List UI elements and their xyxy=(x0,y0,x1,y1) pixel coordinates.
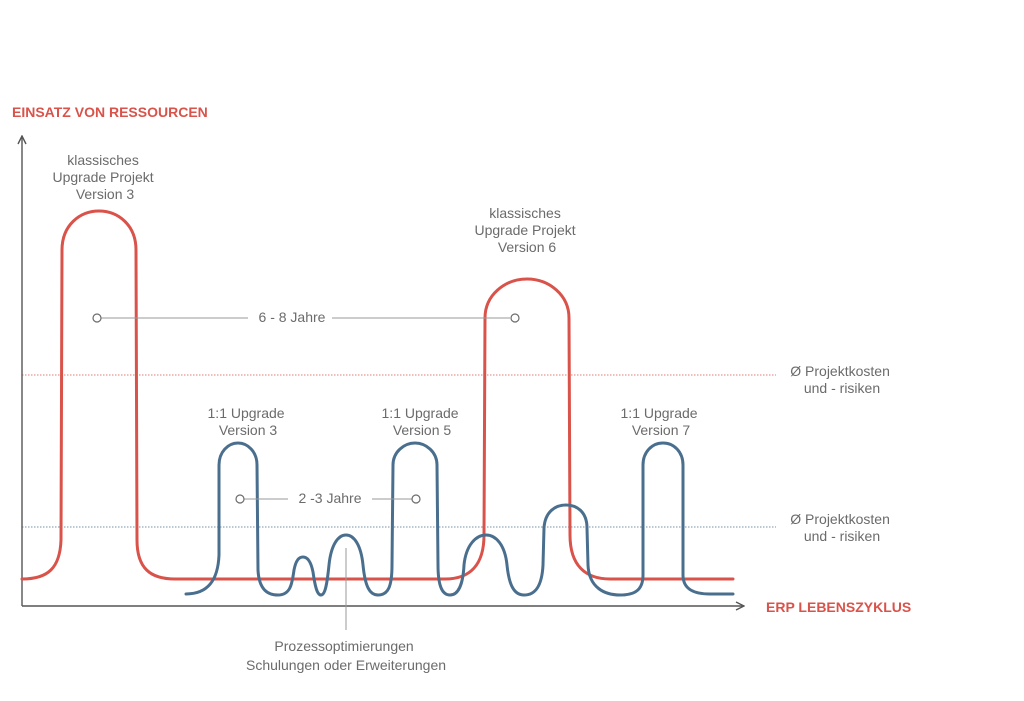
red-cost-label: Ø Projektkosten und - risiken xyxy=(790,363,894,396)
one-to-one-upgrade-label-v7: 1:1 Upgrade Version 7 xyxy=(621,405,702,438)
interval-long-label: 6 - 8 Jahre xyxy=(259,309,326,325)
interval-short-label: 2 -3 Jahre xyxy=(298,490,361,506)
interval-start-marker xyxy=(235,494,245,504)
process-optimization-note: Prozessoptimierungen Schulungen oder Erw… xyxy=(246,638,446,673)
interval-long: 6 - 8 Jahre xyxy=(92,309,520,325)
y-axis-title: EINSATZ VON RESSOURCEN xyxy=(12,104,208,120)
interval-start-marker xyxy=(92,313,102,323)
interval-end-marker xyxy=(510,313,520,323)
one-to-one-upgrade-label-v3: 1:1 Upgrade Version 3 xyxy=(208,405,289,438)
x-axis-title: ERP LEBENSZYKLUS xyxy=(766,599,911,615)
interval-short: 2 -3 Jahre xyxy=(235,490,421,506)
blue-cost-label: Ø Projektkosten und - risiken xyxy=(790,511,894,544)
one-to-one-upgrade-curve xyxy=(184,441,735,597)
classic-upgrade-label-v6: klassisches Upgrade Projekt Version 6 xyxy=(474,205,579,255)
one-to-one-upgrade-label-v5: 1:1 Upgrade Version 5 xyxy=(382,405,463,438)
classic-upgrade-label-v3: klassisches Upgrade Projekt Version 3 xyxy=(52,152,157,202)
classic-upgrade-curve xyxy=(20,209,735,581)
interval-end-marker xyxy=(411,494,421,504)
